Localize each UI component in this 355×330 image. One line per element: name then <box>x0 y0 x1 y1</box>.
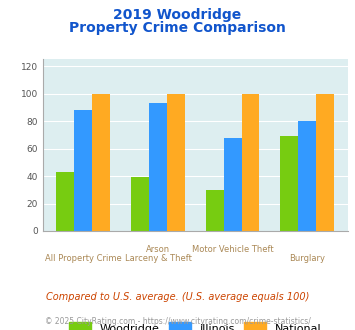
Text: © 2025 CityRating.com - https://www.cityrating.com/crime-statistics/: © 2025 CityRating.com - https://www.city… <box>45 317 310 326</box>
Legend: Woodridge, Illinois, National: Woodridge, Illinois, National <box>65 319 325 330</box>
Bar <box>280 136 298 231</box>
Bar <box>131 178 149 231</box>
Text: Property Crime Comparison: Property Crime Comparison <box>69 21 286 35</box>
Text: Arson: Arson <box>146 245 170 254</box>
Bar <box>206 190 224 231</box>
Text: Larceny & Theft: Larceny & Theft <box>125 254 191 263</box>
Text: Motor Vehicle Theft: Motor Vehicle Theft <box>192 245 273 254</box>
Bar <box>241 94 260 231</box>
Bar <box>167 94 185 231</box>
Bar <box>298 121 316 231</box>
Bar <box>316 94 334 231</box>
Text: Compared to U.S. average. (U.S. average equals 100): Compared to U.S. average. (U.S. average … <box>46 292 309 302</box>
Text: Burglary: Burglary <box>289 254 325 263</box>
Bar <box>75 110 92 231</box>
Bar <box>92 94 110 231</box>
Bar <box>149 103 167 231</box>
Text: All Property Crime: All Property Crime <box>45 254 122 263</box>
Bar <box>56 172 75 231</box>
Bar <box>224 138 241 231</box>
Text: 2019 Woodridge: 2019 Woodridge <box>113 8 242 22</box>
